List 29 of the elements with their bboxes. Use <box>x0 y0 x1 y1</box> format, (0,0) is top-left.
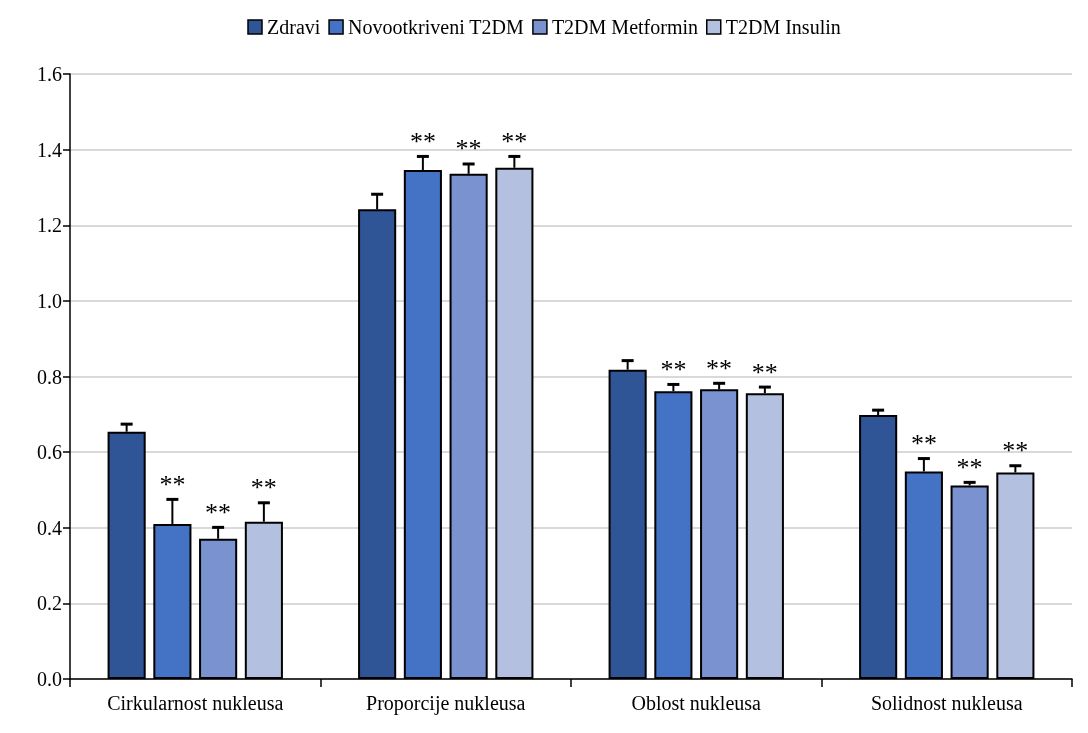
data-label: ** <box>159 469 186 499</box>
y-tick-label: 0.2 <box>37 592 62 615</box>
legend-label: T2DM Insulin <box>725 16 841 38</box>
y-tick-label: 0.6 <box>37 441 62 464</box>
x-tick-label: Solidnost nukleusa <box>870 692 1023 714</box>
data-label: ** <box>455 134 482 164</box>
data-label: ** <box>250 473 277 503</box>
legend-label: Zdravi <box>267 16 321 38</box>
data-label: ** <box>205 497 232 527</box>
legend-label: T2DM Metformin <box>551 16 698 38</box>
y-tick-label: 0.0 <box>37 668 62 690</box>
data-label: ** <box>660 354 687 384</box>
y-tick-label: 1.2 <box>37 214 62 237</box>
y-tick-label: 1.6 <box>37 63 62 85</box>
data-label: ** <box>501 126 528 156</box>
data-label: ** <box>1002 436 1029 466</box>
data-label: ** <box>956 452 983 482</box>
y-tick-label: 0.4 <box>37 516 62 539</box>
y-tick-label: 0.8 <box>37 365 62 388</box>
y-tick-label: 1.4 <box>37 138 62 161</box>
x-tick-label: Proporcije nukleusa <box>366 692 526 715</box>
data-label: ** <box>910 429 937 459</box>
legend-label: Novootkriveni T2DM <box>348 16 525 38</box>
x-tick-label: Oblost nukleusa <box>631 692 762 714</box>
data-label: ** <box>706 353 733 383</box>
data-label: ** <box>751 357 778 387</box>
x-tick-label: Cirkularnost nukleusa <box>107 692 284 714</box>
y-tick-label: 1.0 <box>37 289 62 312</box>
data-label: ** <box>409 126 436 156</box>
